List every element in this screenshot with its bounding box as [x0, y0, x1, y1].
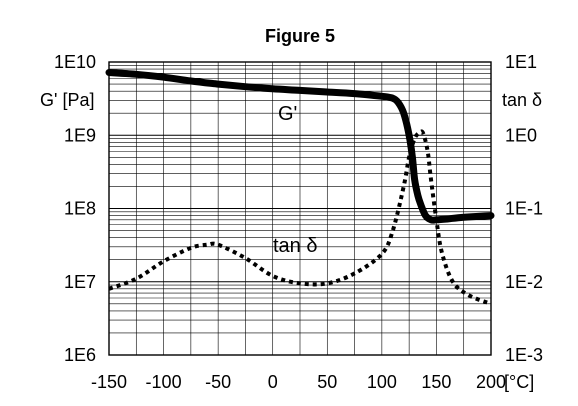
series-line-gprime — [105, 69, 495, 224]
left-tick-label: 1E9 — [64, 125, 96, 145]
x-tick-label: -50 — [205, 372, 231, 392]
left-tick-label: 1E7 — [64, 272, 96, 292]
x-tick-label: 150 — [421, 372, 451, 392]
series-label-tan-delta: tan δ — [273, 235, 318, 257]
right-tick-label: 1E0 — [505, 125, 537, 145]
right-tick-label: 1E-3 — [505, 345, 543, 365]
plot-grid — [109, 62, 491, 355]
x-tick-label: 0 — [268, 372, 278, 392]
x-axis-unit: [°C] — [504, 372, 534, 392]
left-tick-label: 1E8 — [64, 199, 96, 219]
series-layer — [105, 69, 495, 306]
x-tick-label: 100 — [367, 372, 397, 392]
right-tick-label: 1E-1 — [505, 199, 543, 219]
x-tick-label: 50 — [317, 372, 337, 392]
plot-frame — [108, 61, 492, 356]
left-axis-tick-labels: 1E6 1E7 1E8 1E9 1E10 — [54, 52, 96, 365]
x-axis-tick-labels: -150 -100 -50 0 50 100 150 200 — [91, 372, 506, 392]
right-tick-label: 1E1 — [505, 52, 537, 72]
left-tick-label: 1E10 — [54, 52, 96, 72]
x-tick-label: -100 — [146, 372, 182, 392]
x-tick-label: 200 — [476, 372, 506, 392]
left-tick-label: 1E6 — [64, 345, 96, 365]
left-axis-label: G' [Pa] — [40, 90, 94, 110]
series-label-gprime: G' — [278, 103, 297, 125]
x-tick-label: -150 — [91, 372, 127, 392]
right-axis-tick-labels: 1E-3 1E-2 1E-1 1E0 1E1 — [505, 52, 543, 365]
series-line-tan-delta — [108, 129, 492, 306]
chart-title: Figure 5 — [265, 26, 335, 46]
right-axis-label: tan δ — [502, 90, 542, 110]
right-tick-label: 1E-2 — [505, 272, 543, 292]
